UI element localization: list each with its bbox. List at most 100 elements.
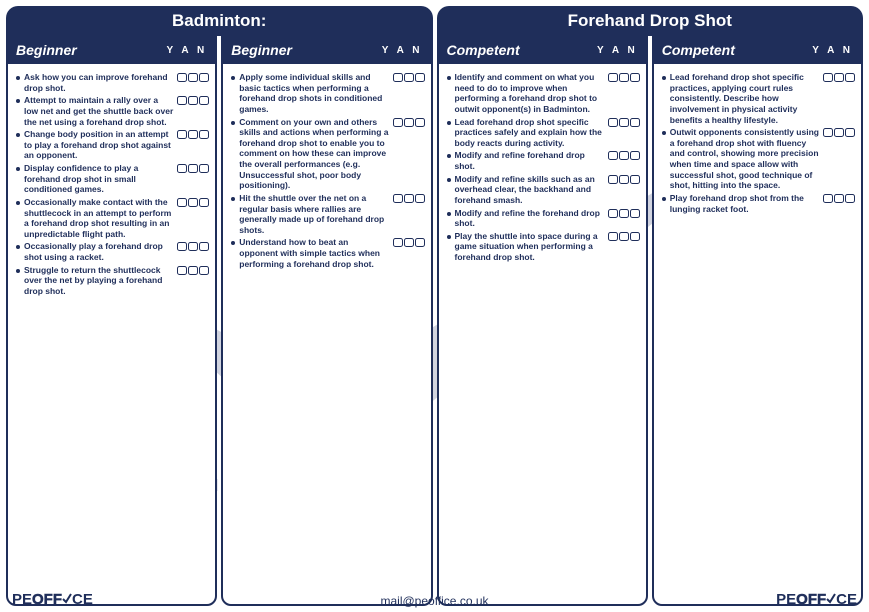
checkbox[interactable] <box>619 151 629 160</box>
bullet-dot <box>447 235 451 239</box>
yan-boxes <box>393 118 425 127</box>
item-text: Hit the shuttle over the net on a regula… <box>239 193 388 236</box>
checkbox[interactable] <box>199 130 209 139</box>
item-text: Play the shuttle into space during a gam… <box>455 231 604 263</box>
bullet-dot <box>16 133 20 137</box>
checkbox[interactable] <box>619 73 629 82</box>
header-left: Badminton: <box>6 6 433 36</box>
column-3: CompetentY A NLead forehand drop shot sp… <box>652 36 863 606</box>
bullet-dot <box>231 121 235 125</box>
checkbox[interactable] <box>177 266 187 275</box>
item-text: Occasionally make contact with the shutt… <box>24 197 173 240</box>
checkbox[interactable] <box>404 194 414 203</box>
bullet-dot <box>16 167 20 171</box>
checkbox[interactable] <box>404 73 414 82</box>
assessment-item: Modify and refine the forehand drop shot… <box>445 208 640 229</box>
yan-boxes <box>177 130 209 139</box>
assessment-item: Apply some individual skills and basic t… <box>229 72 424 115</box>
checkbox[interactable] <box>415 73 425 82</box>
column-0: BeginnerY A NAsk how you can improve for… <box>6 36 217 606</box>
bullet-dot <box>231 241 235 245</box>
checkbox[interactable] <box>630 73 640 82</box>
checkbox[interactable] <box>415 118 425 127</box>
assessment-item: Occasionally play a forehand drop shot u… <box>14 241 209 262</box>
column-body: Ask how you can improve forehand drop sh… <box>8 64 215 604</box>
checkbox[interactable] <box>823 128 833 137</box>
checkbox[interactable] <box>393 118 403 127</box>
checkbox[interactable] <box>199 198 209 207</box>
checkbox[interactable] <box>199 164 209 173</box>
checkbox[interactable] <box>199 96 209 105</box>
bullet-dot <box>447 178 451 182</box>
checkbox[interactable] <box>608 175 618 184</box>
column-1: BeginnerY A NApply some individual skill… <box>221 36 432 606</box>
checkbox[interactable] <box>188 198 198 207</box>
bullet-dot <box>16 99 20 103</box>
checkbox[interactable] <box>823 73 833 82</box>
yan-boxes <box>608 118 640 127</box>
item-text: Display confidence to play a forehand dr… <box>24 163 173 195</box>
yan-label: Y A N <box>167 45 208 56</box>
checkbox[interactable] <box>608 73 618 82</box>
assessment-item: Lead forehand drop shot specific practic… <box>660 72 855 125</box>
checkbox[interactable] <box>177 164 187 173</box>
checkbox[interactable] <box>393 238 403 247</box>
checkbox[interactable] <box>845 73 855 82</box>
checkbox[interactable] <box>619 209 629 218</box>
checkbox[interactable] <box>393 194 403 203</box>
yan-boxes <box>177 96 209 105</box>
checkbox[interactable] <box>404 118 414 127</box>
checkbox[interactable] <box>630 209 640 218</box>
checkbox[interactable] <box>188 266 198 275</box>
assessment-item: Comment on your own and others skills an… <box>229 117 424 191</box>
checkbox[interactable] <box>608 232 618 241</box>
checkbox[interactable] <box>619 175 629 184</box>
bullet-dot <box>662 76 666 80</box>
checkbox[interactable] <box>415 238 425 247</box>
checkbox[interactable] <box>608 118 618 127</box>
checkbox[interactable] <box>177 130 187 139</box>
checkbox[interactable] <box>630 232 640 241</box>
checkbox[interactable] <box>608 209 618 218</box>
item-text: Struggle to return the shuttlecock over … <box>24 265 173 297</box>
checkbox[interactable] <box>393 73 403 82</box>
checkbox[interactable] <box>199 266 209 275</box>
checkbox[interactable] <box>630 118 640 127</box>
checkbox[interactable] <box>177 73 187 82</box>
bullet-dot <box>447 121 451 125</box>
assessment-item: Modify and refine forehand drop shot. <box>445 150 640 171</box>
checkbox[interactable] <box>404 238 414 247</box>
checkbox[interactable] <box>188 96 198 105</box>
item-text: Occasionally play a forehand drop shot u… <box>24 241 173 262</box>
checkbox[interactable] <box>199 73 209 82</box>
checkbox[interactable] <box>188 130 198 139</box>
checkbox[interactable] <box>630 151 640 160</box>
yan-boxes <box>823 194 855 203</box>
checkbox[interactable] <box>619 118 629 127</box>
assessment-item: Modify and refine skills such as an over… <box>445 174 640 206</box>
checkbox[interactable] <box>619 232 629 241</box>
checkbox[interactable] <box>834 194 844 203</box>
checkbox[interactable] <box>845 128 855 137</box>
checkbox[interactable] <box>608 151 618 160</box>
checkbox[interactable] <box>188 242 198 251</box>
checkbox[interactable] <box>199 242 209 251</box>
checkbox[interactable] <box>188 164 198 173</box>
assessment-item: Display confidence to play a forehand dr… <box>14 163 209 195</box>
checkbox[interactable] <box>188 73 198 82</box>
yan-label: Y A N <box>382 45 423 56</box>
column-body: Lead forehand drop shot specific practic… <box>654 64 861 604</box>
yan-boxes <box>177 198 209 207</box>
yan-boxes <box>177 242 209 251</box>
bullet-dot <box>447 212 451 216</box>
checkbox[interactable] <box>823 194 833 203</box>
checkbox[interactable] <box>834 73 844 82</box>
checkbox[interactable] <box>415 194 425 203</box>
checkbox[interactable] <box>834 128 844 137</box>
checkbox[interactable] <box>630 175 640 184</box>
checkbox[interactable] <box>177 242 187 251</box>
checkbox[interactable] <box>177 96 187 105</box>
checkbox[interactable] <box>177 198 187 207</box>
checkbox[interactable] <box>845 194 855 203</box>
assessment-item: Identify and comment on what you need to… <box>445 72 640 115</box>
